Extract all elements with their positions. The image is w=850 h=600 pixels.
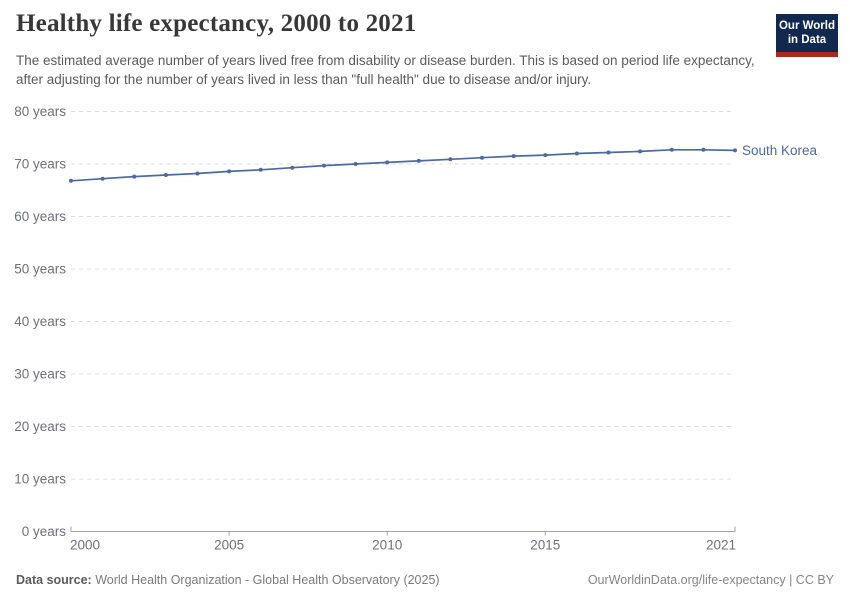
x-tick-label: 2010 (372, 538, 402, 553)
data-point[interactable] (701, 147, 706, 152)
y-tick-label: 40 years (14, 314, 66, 329)
data-point[interactable] (290, 165, 295, 170)
y-tick-label: 60 years (14, 209, 66, 224)
data-point[interactable] (416, 158, 421, 163)
data-point[interactable] (100, 176, 105, 181)
data-point[interactable] (227, 169, 232, 174)
y-tick-label: 30 years (14, 367, 66, 382)
data-point[interactable] (638, 149, 643, 154)
data-point[interactable] (258, 167, 263, 172)
owid-logo-line1: Our World (778, 20, 835, 32)
chart-subtitle: The estimated average number of years li… (16, 53, 755, 88)
data-point[interactable] (132, 174, 137, 179)
data-point[interactable] (733, 148, 737, 153)
data-source-text: World Health Organization - Global Healt… (91, 573, 440, 587)
data-source-label: Data source: (16, 573, 92, 587)
page-title: Healthy life expectancy, 2000 to 2021 (16, 10, 417, 37)
owid-logo[interactable]: Our World in Data (776, 14, 838, 57)
series-label-south-korea[interactable]: South Korea (742, 143, 818, 158)
data-point[interactable] (480, 155, 484, 160)
series-line-south-korea[interactable] (70, 148, 736, 182)
footer-link[interactable]: OurWorldinData.org/life-expectancy | CC … (587, 573, 834, 587)
data-point[interactable] (163, 173, 168, 177)
data-point[interactable] (69, 178, 73, 183)
data-point[interactable] (606, 150, 611, 155)
y-tick-label: 10 years (14, 472, 66, 487)
data-point[interactable] (195, 171, 200, 176)
data-point[interactable] (448, 157, 453, 162)
data-source-note: Data source: World Health Organization -… (16, 573, 440, 587)
y-tick-label: 50 years (14, 262, 66, 277)
owid-logo-line2: in Data (787, 34, 827, 47)
y-tick-label: 70 years (14, 157, 66, 172)
y-tick-label: 20 years (14, 419, 66, 434)
x-tick-label: 2005 (214, 538, 244, 553)
y-tick-label: 0 years (22, 524, 67, 539)
data-point[interactable] (353, 162, 358, 166)
data-point[interactable] (574, 151, 579, 156)
data-point[interactable] (511, 154, 516, 159)
data-point[interactable] (385, 160, 390, 165)
data-point[interactable] (543, 153, 548, 158)
chart-footer: Data source: World Health Organization -… (16, 573, 834, 587)
data-point[interactable] (322, 163, 326, 168)
x-axis-line (70, 526, 736, 532)
x-tick-label: 2021 (706, 538, 736, 553)
x-tick-label: 2000 (70, 538, 100, 553)
data-point[interactable] (669, 147, 674, 152)
y-tick-label: 80 years (14, 104, 66, 119)
x-tick-label: 2015 (530, 538, 560, 553)
